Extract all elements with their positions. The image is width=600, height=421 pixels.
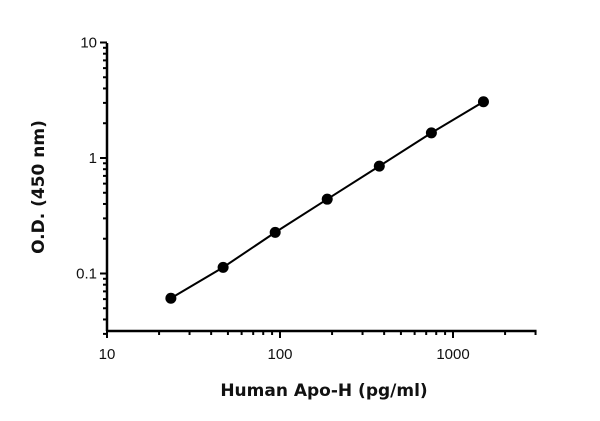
data-point-marker — [425, 127, 437, 139]
y-tick-label: 1 — [89, 150, 97, 167]
data-point-marker — [373, 160, 385, 172]
x-tick-label: 10 — [99, 346, 116, 363]
x-tick-label: 100 — [267, 346, 292, 363]
y-tick-label: 10 — [80, 35, 97, 52]
plot-area — [165, 96, 489, 304]
y-axis: 0.1 1 10 — [76, 35, 109, 335]
x-axis-title: Human Apo-H (pg/ml) — [220, 381, 427, 401]
y-axis-title: O.D. (450 nm) — [29, 120, 49, 254]
x-tick-label: 1000 — [436, 346, 469, 363]
data-point-marker — [165, 292, 177, 304]
data-point-marker — [477, 96, 489, 108]
y-tick-label: 0.1 — [76, 266, 97, 283]
data-point-marker — [217, 261, 229, 273]
x-axis: 10 100 1000 — [99, 329, 537, 363]
data-point-marker — [269, 226, 281, 238]
data-point-marker — [321, 193, 333, 205]
